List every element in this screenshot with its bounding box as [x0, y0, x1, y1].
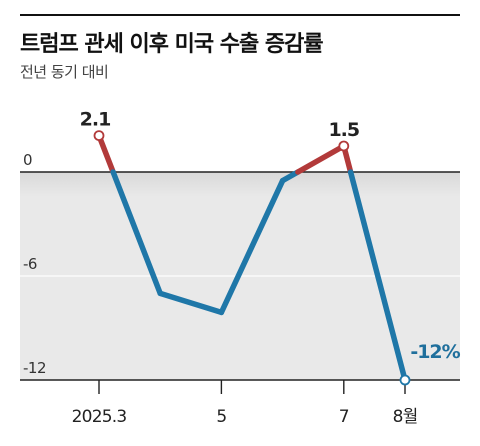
- y-tick-label: -12: [23, 359, 46, 377]
- negative-segment: [157, 290, 225, 316]
- y-tick-label: 0: [23, 151, 32, 169]
- positive-segment: [96, 132, 116, 175]
- data-points: [93, 130, 411, 386]
- data-line: [96, 132, 408, 383]
- x-tick-label: 8월: [393, 407, 418, 427]
- title-rule: [20, 14, 460, 16]
- negative-segment: [279, 169, 301, 184]
- positive-segment: [295, 143, 347, 175]
- data-label: 2.1: [80, 109, 111, 131]
- x-axis: 2025.3 5 7 8월: [20, 379, 460, 427]
- negative-segment: [110, 169, 163, 297]
- data-point-marker: [338, 140, 350, 152]
- x-tick-label: 2025.3: [72, 407, 127, 427]
- data-label: 1.5: [328, 119, 359, 141]
- chart-title: 트럼프 관세 이후 미국 수출 증감률: [20, 32, 324, 57]
- data-point-marker: [93, 130, 105, 142]
- negative-segment: [347, 169, 408, 383]
- x-tick-label: 7: [339, 407, 349, 427]
- data-label: -12%: [410, 341, 460, 363]
- negative-segment: [218, 177, 286, 316]
- y-tick-label: -6: [23, 255, 37, 273]
- data-point-marker: [399, 374, 411, 386]
- labels: 0 -6 -12 2.1 1.5 -12%: [23, 109, 462, 377]
- chart-subtitle: 전년 동기 대비: [20, 63, 109, 81]
- x-tick-label: 5: [216, 407, 226, 427]
